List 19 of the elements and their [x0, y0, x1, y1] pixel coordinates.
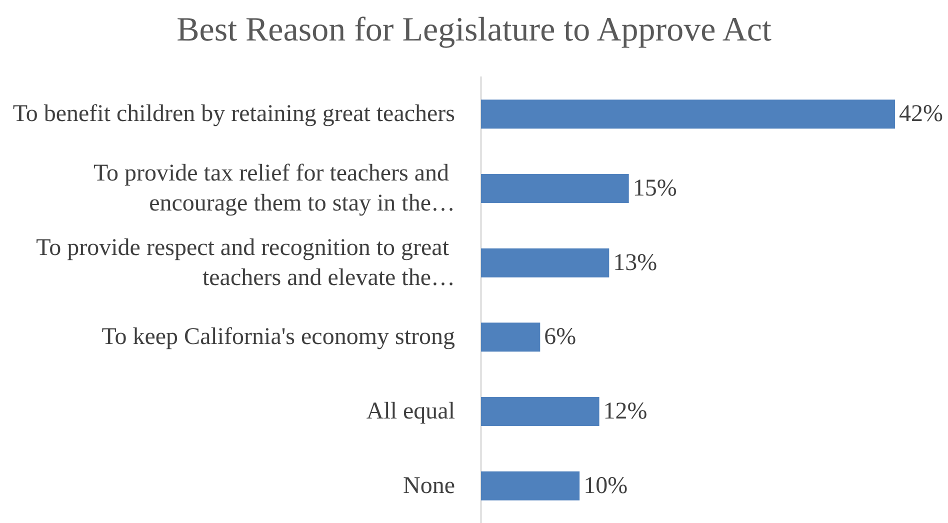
data-label: 15%: [632, 176, 677, 202]
chart-title: Best Reason for Legislature to Approve Act: [176, 12, 772, 48]
y-tick-label: To provide respect and recognition to great teachers and elevate the…: [36, 234, 455, 291]
bar: [481, 100, 895, 129]
data-label: 42%: [899, 101, 943, 128]
data-label: 12%: [603, 398, 648, 424]
bar: [481, 248, 610, 278]
bar: [481, 471, 580, 500]
data-label: 10%: [584, 472, 628, 499]
bar: [481, 174, 629, 203]
data-label: 6%: [544, 324, 576, 350]
y-tick-label: To provide tax relief for teachers and encourage them to stay in the…: [94, 160, 455, 216]
y-tick-label: None: [403, 472, 455, 499]
bar: [481, 322, 540, 352]
y-tick-label: All equal: [366, 398, 456, 424]
data-label: 13%: [613, 250, 658, 276]
y-tick-label: To benefit children by retaining great teachers: [12, 101, 455, 128]
y-tick-label: To keep California's economy strong: [102, 324, 455, 350]
bar: [481, 397, 600, 426]
